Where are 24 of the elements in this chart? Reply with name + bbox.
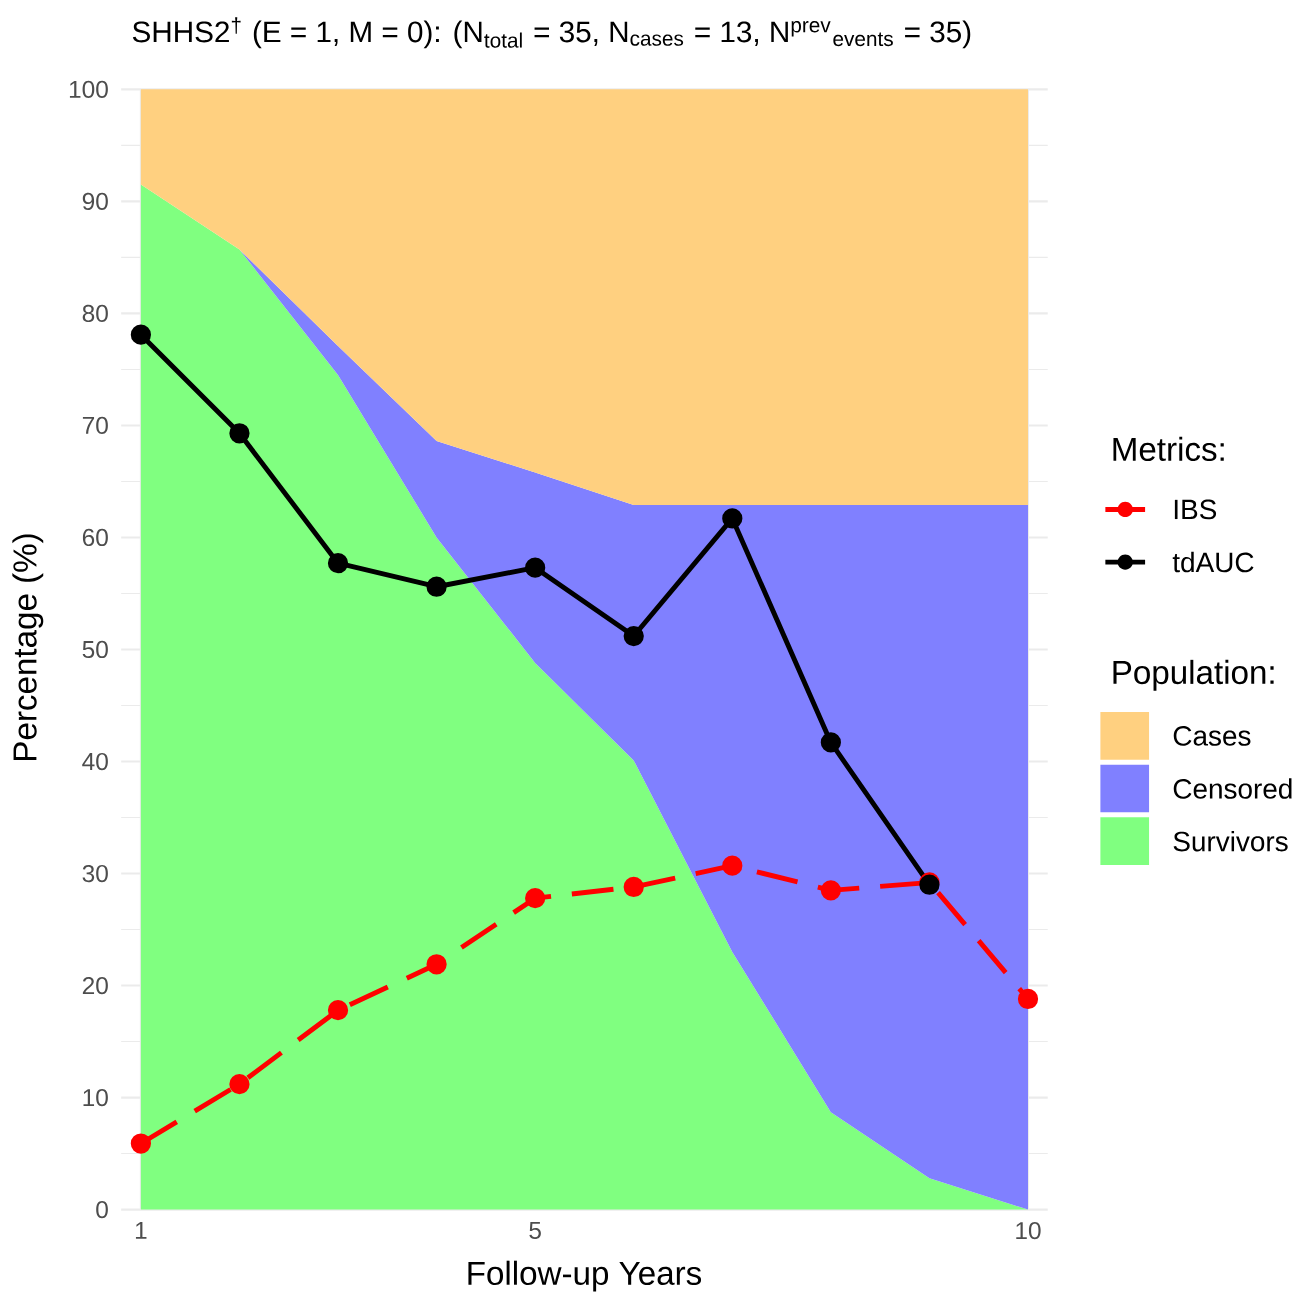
legend-label: tdAUC — [1172, 551, 1254, 573]
legend-label: Cases — [1173, 725, 1251, 746]
y-tick-label: 0 — [96, 1200, 108, 1219]
x-tick-label: 5 — [529, 1221, 541, 1239]
chart-title: SHHS2$^{†}$ (E = 1, M = 0): (N$_{total}$ = 35, N$_{cases}$ = 13, N$^{prev}$$_{events}$ = 35) — [132, 17, 971, 49]
y-tick-label: 40 — [82, 752, 108, 771]
y-tick-label: 70 — [82, 416, 108, 434]
y-tick-label: 30 — [82, 864, 108, 883]
legend-title: Metrics: — [1113, 436, 1224, 461]
x-axis-title: Follow-up Years — [468, 1260, 702, 1292]
text: Population: — [1113, 659, 1274, 691]
legend-label: IBS — [1174, 499, 1217, 520]
y-tick-label: 100 — [69, 80, 108, 98]
y-axis-title: Percentage (%) — [12, 534, 44, 760]
y-tick-label: 80 — [82, 304, 108, 322]
legend-label: Survivors — [1173, 830, 1288, 852]
y-tick-label: 60 — [82, 528, 108, 546]
legend-label: Censored — [1173, 778, 1292, 799]
y-tick-label: 50 — [82, 640, 108, 658]
y-tick-label: 90 — [82, 192, 108, 210]
x-tick-label: 1 — [135, 1221, 147, 1239]
y-tick-label: 20 — [82, 976, 108, 995]
x-tick-label: 10 — [1016, 1221, 1041, 1240]
y-tick-label: 10 — [83, 1088, 108, 1107]
